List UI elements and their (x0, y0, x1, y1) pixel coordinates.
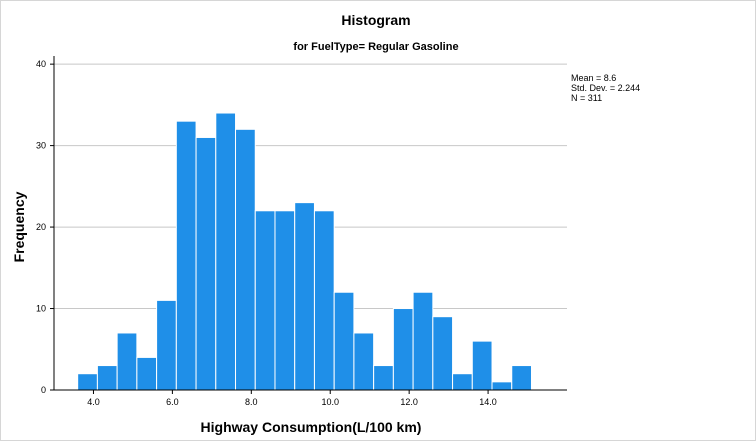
histogram-bar (353, 332, 375, 391)
histogram-bar (156, 299, 177, 391)
histogram-bar (511, 365, 532, 391)
stat-std-dev: Std. Dev. = 2.244 (571, 83, 640, 93)
histogram-bar (254, 210, 276, 391)
histogram-bar (96, 365, 118, 391)
x-axis-label: Highway Consumption(L/100 km) (201, 419, 422, 435)
y-tick-label: 10 (36, 304, 46, 314)
y-axis-label: Frequency (11, 191, 27, 262)
x-tick-label: 8.0 (245, 397, 258, 407)
histogram-bar (116, 332, 138, 391)
x-tick-label: 10.0 (321, 397, 339, 407)
stat-mean: Mean = 8.6 (571, 73, 616, 83)
chart-subtitle: for FuelType= Regular Gasoline (293, 41, 458, 53)
histogram-bar (432, 316, 454, 391)
histogram-bar (274, 210, 296, 391)
histogram-bars (77, 112, 532, 391)
y-axis-ticks: 0 10 20 30 40 (36, 59, 54, 395)
x-tick-label: 4.0 (87, 397, 100, 407)
y-tick-label: 0 (41, 385, 46, 395)
histogram-bar (333, 291, 355, 391)
histogram-bar (175, 120, 197, 391)
x-tick-label: 12.0 (400, 397, 418, 407)
histogram-bar (195, 136, 217, 391)
y-tick-label: 30 (36, 141, 46, 151)
x-axis-ticks: 4.0 6.0 8.0 10.0 12.0 14.0 (87, 390, 497, 407)
chart-title: Histogram (341, 12, 410, 28)
x-tick-label: 6.0 (166, 397, 179, 407)
histogram-bar (215, 112, 237, 391)
histogram-bar (313, 210, 335, 391)
y-tick-label: 20 (36, 222, 46, 232)
histogram-bar (471, 340, 493, 391)
histogram-bar (373, 365, 394, 391)
histogram-bar (412, 291, 434, 391)
histogram-bar (136, 356, 158, 391)
histogram-bar (235, 128, 256, 391)
histogram-bar (491, 381, 513, 391)
y-tick-label: 40 (36, 59, 46, 69)
stat-n: N = 311 (571, 93, 602, 103)
x-tick-label: 14.0 (479, 397, 497, 407)
histogram-bar (452, 373, 473, 391)
histogram-bar (392, 308, 414, 391)
histogram-bar (294, 202, 315, 391)
histogram-bar (77, 373, 98, 391)
